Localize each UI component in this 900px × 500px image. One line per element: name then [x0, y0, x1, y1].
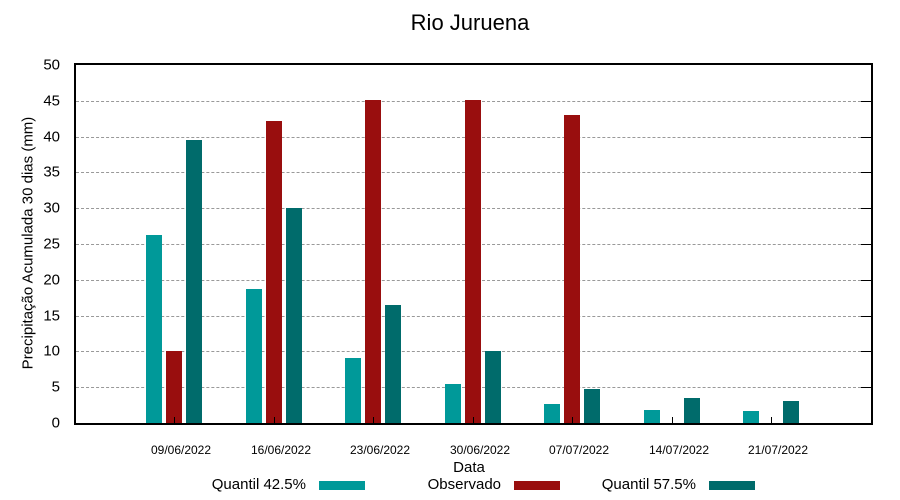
y-tick-mark	[861, 208, 871, 210]
y-tick-mark	[861, 387, 871, 389]
y-tick-label: 45	[43, 92, 60, 110]
x-tick-mark	[473, 417, 474, 423]
x-axis-label: Data	[453, 459, 485, 476]
y-tick-label: 20	[43, 271, 60, 289]
y-tick-label: 0	[51, 414, 60, 432]
legend-label: Observado	[427, 476, 501, 493]
bar-quantil-42-5-	[644, 410, 660, 423]
plot-area	[74, 63, 873, 425]
y-tick-mark	[861, 351, 871, 353]
x-tick-label: 30/06/2022	[449, 443, 511, 457]
bar-quantil-57-5-	[684, 397, 700, 423]
bar-quantil-42-5-	[246, 289, 262, 423]
x-tick-mark	[174, 417, 175, 423]
legend-swatch	[709, 481, 755, 490]
bar-observado	[465, 100, 481, 423]
x-tick-mark	[373, 417, 374, 423]
x-tick-mark	[572, 417, 573, 423]
y-axis-label: Precipitação Acumulada 30 dias (mm)	[19, 116, 37, 370]
x-tick-mark	[672, 417, 673, 423]
y-tick-label: 5	[51, 378, 60, 396]
bar-quantil-42-5-	[544, 403, 560, 423]
y-tick-mark	[861, 279, 871, 281]
bar-quantil-42-5-	[146, 234, 162, 423]
y-tick-mark	[861, 244, 871, 245]
legend-swatch	[514, 481, 560, 490]
y-tick-label: 50	[43, 56, 60, 74]
y-tick-label: 15	[43, 307, 60, 325]
y-tick-label: 40	[43, 128, 60, 146]
x-tick-label: 09/06/2022	[150, 443, 212, 457]
bar-quantil-57-5-	[385, 304, 401, 423]
bar-quantil-57-5-	[485, 350, 501, 423]
x-tick-label: 21/07/2022	[747, 443, 809, 457]
legend-label: Quantil 42.5%	[211, 476, 306, 493]
x-tick-mark	[274, 417, 275, 423]
x-tick-label: 07/07/2022	[548, 443, 610, 457]
x-tick-label: 14/07/2022	[648, 443, 710, 457]
x-tick-label: 23/06/2022	[349, 443, 411, 457]
legend-swatch	[319, 481, 365, 490]
bar-quantil-57-5-	[584, 388, 600, 423]
y-tick-mark	[861, 136, 871, 138]
y-tick-label: 35	[43, 163, 60, 181]
bar-observado	[365, 100, 381, 423]
legend-label: Quantil 57.5%	[601, 476, 696, 493]
bar-quantil-57-5-	[783, 400, 799, 423]
bar-observado	[266, 120, 282, 423]
x-tick-mark	[771, 417, 772, 423]
bar-quantil-42-5-	[345, 357, 361, 423]
bar-quantil-42-5-	[445, 383, 461, 423]
y-tick-label: 10	[43, 342, 60, 360]
chart-title: Rio Juruena	[410, 10, 530, 35]
bar-observado	[564, 115, 580, 423]
bar-quantil-42-5-	[743, 410, 759, 423]
y-tick-mark	[861, 100, 871, 102]
bar-quantil-57-5-	[286, 208, 302, 423]
y-tick-mark	[861, 315, 871, 317]
y-tick-label: 30	[43, 199, 60, 217]
bar-quantil-57-5-	[186, 140, 202, 423]
y-tick-mark	[861, 172, 871, 174]
y-tick-label: 25	[43, 235, 60, 253]
bar-observado	[166, 351, 182, 423]
x-tick-label: 16/06/2022	[250, 443, 312, 457]
